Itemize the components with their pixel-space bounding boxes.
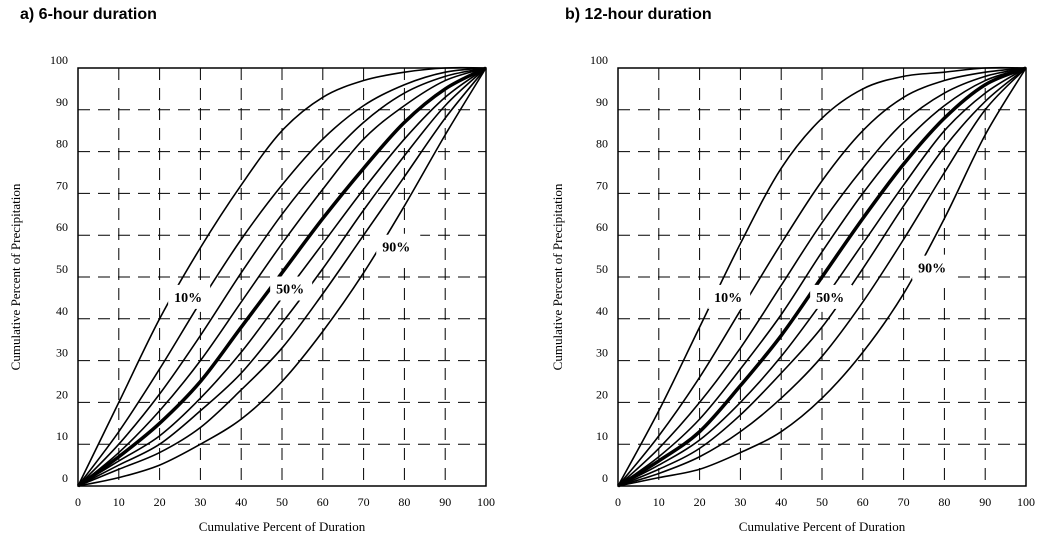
x-tick-label: 80: [938, 495, 950, 509]
x-tick-label: 20: [154, 495, 166, 509]
curve-80-percentile: [617, 67, 1027, 487]
y-tick-label: 60: [596, 220, 608, 234]
annotation-label: 50%: [276, 283, 304, 298]
y-tick-label: 20: [596, 387, 608, 401]
y-tick-label: 80: [56, 137, 68, 151]
annotation-box: [912, 255, 955, 280]
annotation-label: 10%: [174, 291, 202, 306]
y-tick-label: 100: [590, 53, 608, 67]
annotation-label: 90%: [382, 241, 410, 256]
curve-70-percentile: [77, 67, 487, 487]
curve-90-percentile: [77, 67, 487, 487]
x-tick-label: 70: [358, 495, 370, 509]
chart-title-12-hour: b) 12-hour duration: [565, 6, 712, 23]
curve-80-percentile: [77, 67, 487, 487]
x-tick-label: 10: [113, 495, 125, 509]
x-axis-label: Cumulative Percent of Duration: [739, 519, 906, 534]
y-tick-label: 70: [596, 178, 608, 192]
y-tick-label: 30: [56, 346, 68, 360]
curve-40-percentile: [77, 67, 487, 487]
curve-10-percentile: [617, 66, 1027, 487]
x-tick-label: 0: [75, 495, 81, 509]
curve-20-percentile: [77, 67, 487, 487]
y-tick-label: 90: [596, 95, 608, 109]
y-tick-label: 20: [56, 387, 68, 401]
x-tick-label: 10: [653, 495, 665, 509]
x-tick-label: 100: [1017, 495, 1035, 509]
plot-frame: [617, 67, 1027, 487]
annotation-label: 10%: [714, 291, 742, 306]
curve-50-percentile: [76, 66, 487, 488]
x-tick-label: 50: [816, 495, 828, 509]
x-tick-label: 60: [317, 495, 329, 509]
y-tick-label: 0: [602, 471, 608, 485]
chart-title-6-hour: a) 6-hour duration: [20, 6, 157, 23]
plot-frame: [77, 67, 487, 487]
curve-50-percentile: [617, 66, 1027, 488]
y-tick-label: 80: [596, 137, 608, 151]
y-tick-label: 40: [56, 304, 68, 318]
x-tick-label: 50: [276, 495, 288, 509]
curve-40-percentile: [617, 67, 1027, 487]
curve-20-percentile: [617, 67, 1027, 487]
x-tick-label: 30: [194, 495, 206, 509]
x-tick-label: 40: [235, 495, 247, 509]
y-tick-label: 10: [596, 429, 608, 443]
y-tick-label: 60: [56, 220, 68, 234]
annotation-box: [270, 276, 313, 301]
annotation-box: [168, 284, 211, 309]
curve-90-percentile: [617, 67, 1027, 487]
y-tick-label: 50: [56, 262, 68, 276]
curve-10-percentile: [77, 66, 487, 487]
x-tick-label: 40: [775, 495, 787, 509]
y-tick-label: 0: [62, 471, 68, 485]
x-tick-label: 60: [857, 495, 869, 509]
x-tick-label: 30: [734, 495, 746, 509]
annotation-box: [708, 284, 751, 309]
y-tick-label: 50: [596, 262, 608, 276]
annotation-box: [810, 284, 853, 309]
y-axis-label: Cumulative Percent of Precipitation: [8, 183, 23, 370]
x-tick-label: 90: [979, 495, 991, 509]
y-tick-label: 10: [56, 429, 68, 443]
y-tick-label: 90: [56, 95, 68, 109]
x-tick-label: 0: [615, 495, 621, 509]
y-tick-label: 100: [50, 53, 68, 67]
x-tick-label: 80: [398, 495, 410, 509]
y-tick-label: 30: [596, 346, 608, 360]
curve-30-percentile: [617, 67, 1027, 487]
x-tick-label: 100: [477, 495, 495, 509]
y-tick-label: 70: [56, 178, 68, 192]
curve-70-percentile: [617, 67, 1027, 487]
annotation-box: [376, 234, 419, 259]
y-tick-label: 40: [596, 304, 608, 318]
annotation-label: 90%: [918, 262, 946, 277]
x-tick-label: 20: [694, 495, 706, 509]
x-tick-label: 70: [898, 495, 910, 509]
x-axis-label: Cumulative Percent of Duration: [199, 519, 366, 534]
curve-30-percentile: [77, 67, 487, 487]
annotation-label: 50%: [816, 291, 844, 306]
x-tick-label: 90: [439, 495, 451, 509]
y-axis-label: Cumulative Percent of Precipitation: [550, 183, 565, 370]
